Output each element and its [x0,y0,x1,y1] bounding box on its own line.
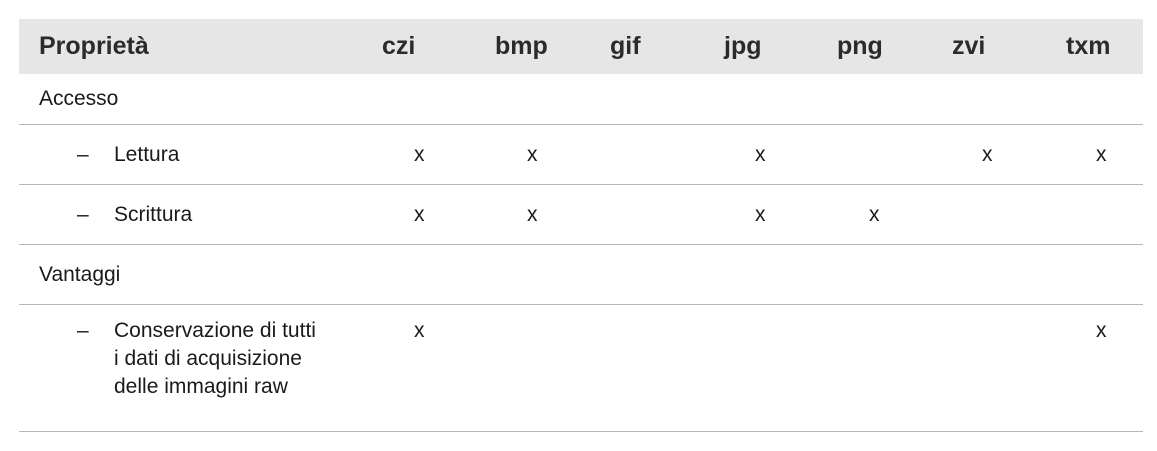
mark-jpg: x [755,203,766,226]
mark-txm: x [1096,143,1107,166]
section-label: Accesso [39,87,119,110]
header-jpg: jpg [724,32,762,60]
mark-czi: x [414,143,425,166]
mark-czi: x [414,203,425,226]
section-label: Vantaggi [39,263,121,286]
mark-png: x [869,203,880,226]
row-label-line: i dati di acquisizione [114,347,302,370]
header-gif: gif [610,32,641,60]
dash-bullet: – [77,319,89,342]
row-label: Scrittura [114,203,193,226]
dash-bullet: – [77,203,89,226]
format-comparison-table: Proprietà czi bmp gif jpg png zvi txm Ac… [19,19,1143,432]
dash-bullet: – [77,143,89,166]
mark-bmp: x [527,143,538,166]
row-label: Lettura [114,143,180,166]
mark-jpg: x [755,143,766,166]
section-row-vantaggi: Vantaggi [19,245,1143,305]
table-row-lettura: – Lettura x x x x x [19,125,1143,185]
row-label: Conservazione di tutti i dati di acquisi… [114,317,316,401]
table-header: Proprietà czi bmp gif jpg png zvi txm [19,19,1143,74]
header-proprieta: Proprietà [39,32,149,60]
table-row-conservazione: – Conservazione di tutti i dati di acqui… [19,305,1143,432]
mark-bmp: x [527,203,538,226]
header-txm: txm [1066,32,1111,60]
header-png: png [837,32,883,60]
mark-zvi: x [982,143,993,166]
row-label-line: delle immagini raw [114,375,288,398]
mark-czi: x [414,319,425,342]
section-row-accesso: Accesso [19,74,1143,125]
header-zvi: zvi [952,32,986,60]
mark-txm: x [1096,319,1107,342]
table-row-scrittura: – Scrittura x x x x [19,185,1143,245]
row-label-line: Conservazione di tutti [114,319,316,342]
header-bmp: bmp [495,32,548,60]
header-czi: czi [382,32,416,60]
